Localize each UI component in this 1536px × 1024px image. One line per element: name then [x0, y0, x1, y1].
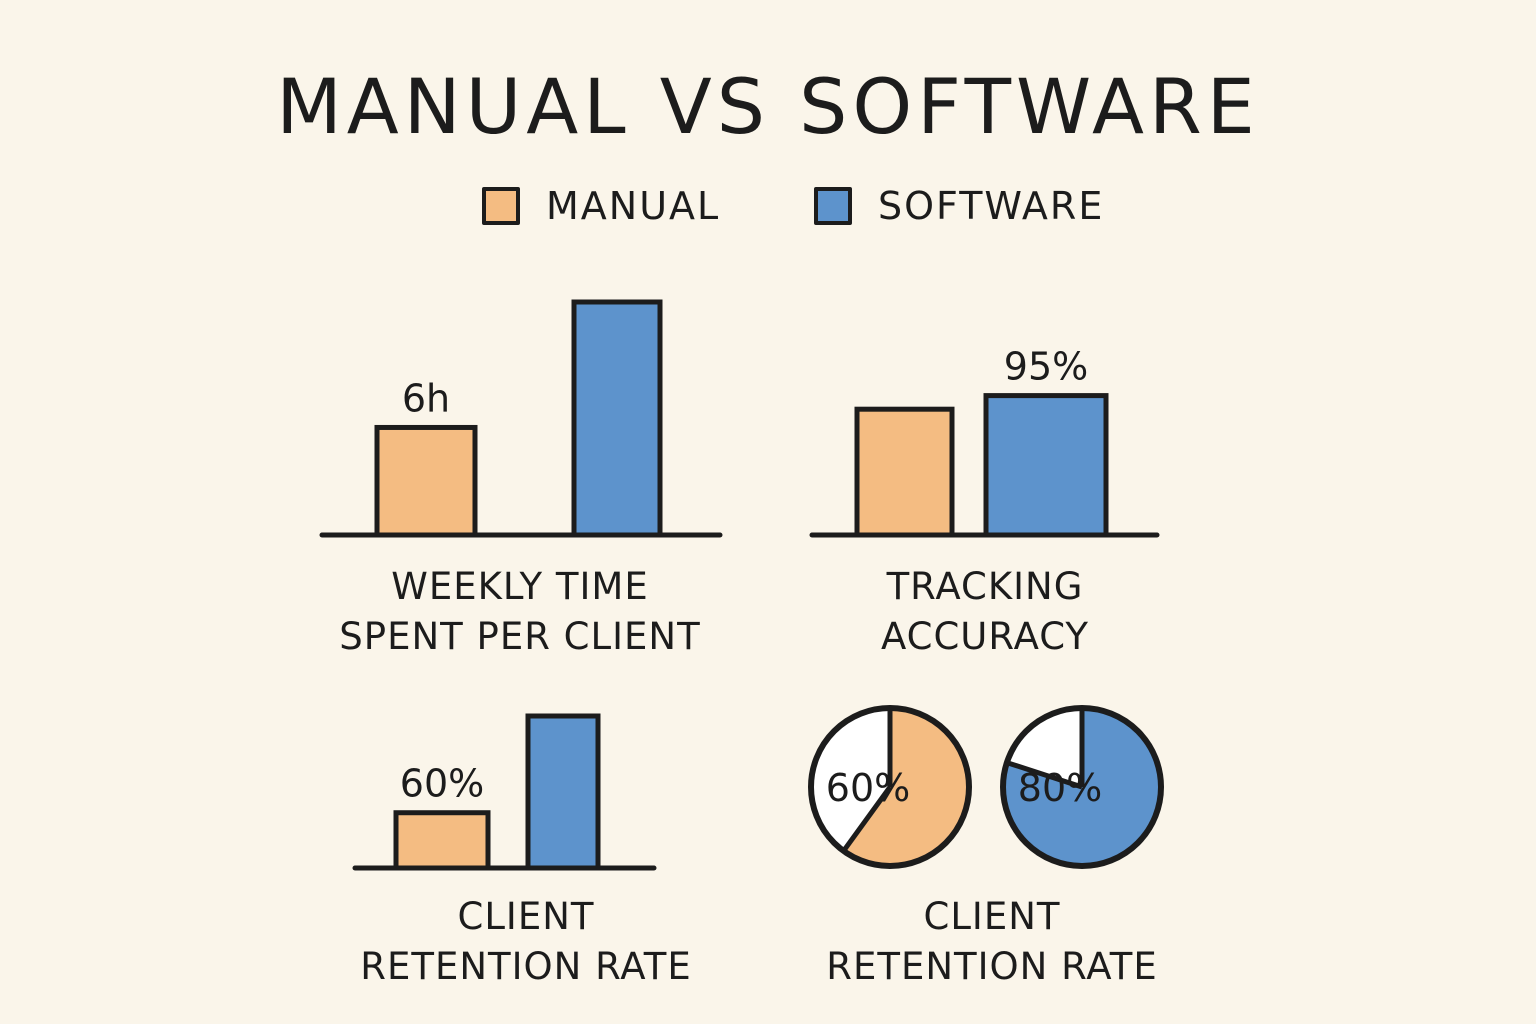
page-title: MANUAL VS SOFTWARE — [276, 62, 1260, 151]
bar-manual — [374, 424, 478, 538]
pie-radius-line — [841, 785, 893, 853]
bar-software — [525, 713, 601, 871]
bar-value-label: 95% — [1004, 345, 1088, 389]
pie-outline — [808, 705, 972, 869]
legend-item-manual: MANUAL — [482, 183, 720, 229]
chart-label-retention-bars: CLIENT RETENTION RATE — [320, 892, 732, 992]
legend-label-manual: MANUAL — [546, 184, 721, 228]
bar-value-label: 60% — [400, 762, 484, 806]
legend-label-software: SOFTWARE — [878, 184, 1105, 228]
bar-manual — [393, 810, 491, 871]
legend-swatch-manual — [482, 187, 520, 225]
chart-label-line: WEEKLY TIME — [391, 565, 649, 608]
chart-label-line: TRACKING — [886, 565, 1084, 608]
pie-radius-line — [1006, 760, 1083, 790]
bar-software — [983, 393, 1109, 538]
chart-label-line: ACCURACY — [880, 615, 1090, 658]
bar-software — [571, 299, 663, 538]
chart-label-line: CLIENT — [923, 895, 1061, 938]
pie-outline — [1000, 705, 1164, 869]
chart-label-line: CLIENT — [457, 895, 595, 938]
chart-label-tracking-accuracy: TRACKING ACCURACY — [790, 562, 1180, 662]
chart-label-line: SPENT PER CLIENT — [339, 615, 701, 658]
legend-swatch-software — [814, 187, 852, 225]
chart-label-retention-pies: CLIENT RETENTION RATE — [790, 892, 1194, 992]
chart-label-line: RETENTION RATE — [360, 945, 692, 988]
bar-manual — [854, 406, 955, 538]
chart-label-weekly-time: WEEKLY TIME SPENT PER CLIENT — [300, 562, 740, 662]
chart-label-line: RETENTION RATE — [826, 945, 1158, 988]
pie-value-label: 80% — [1018, 766, 1102, 810]
pie-value-label: 60% — [826, 766, 910, 810]
pie-slice-manual — [843, 708, 969, 866]
bar-value-label: 6h — [402, 376, 450, 420]
legend-item-software: SOFTWARE — [814, 183, 1104, 229]
